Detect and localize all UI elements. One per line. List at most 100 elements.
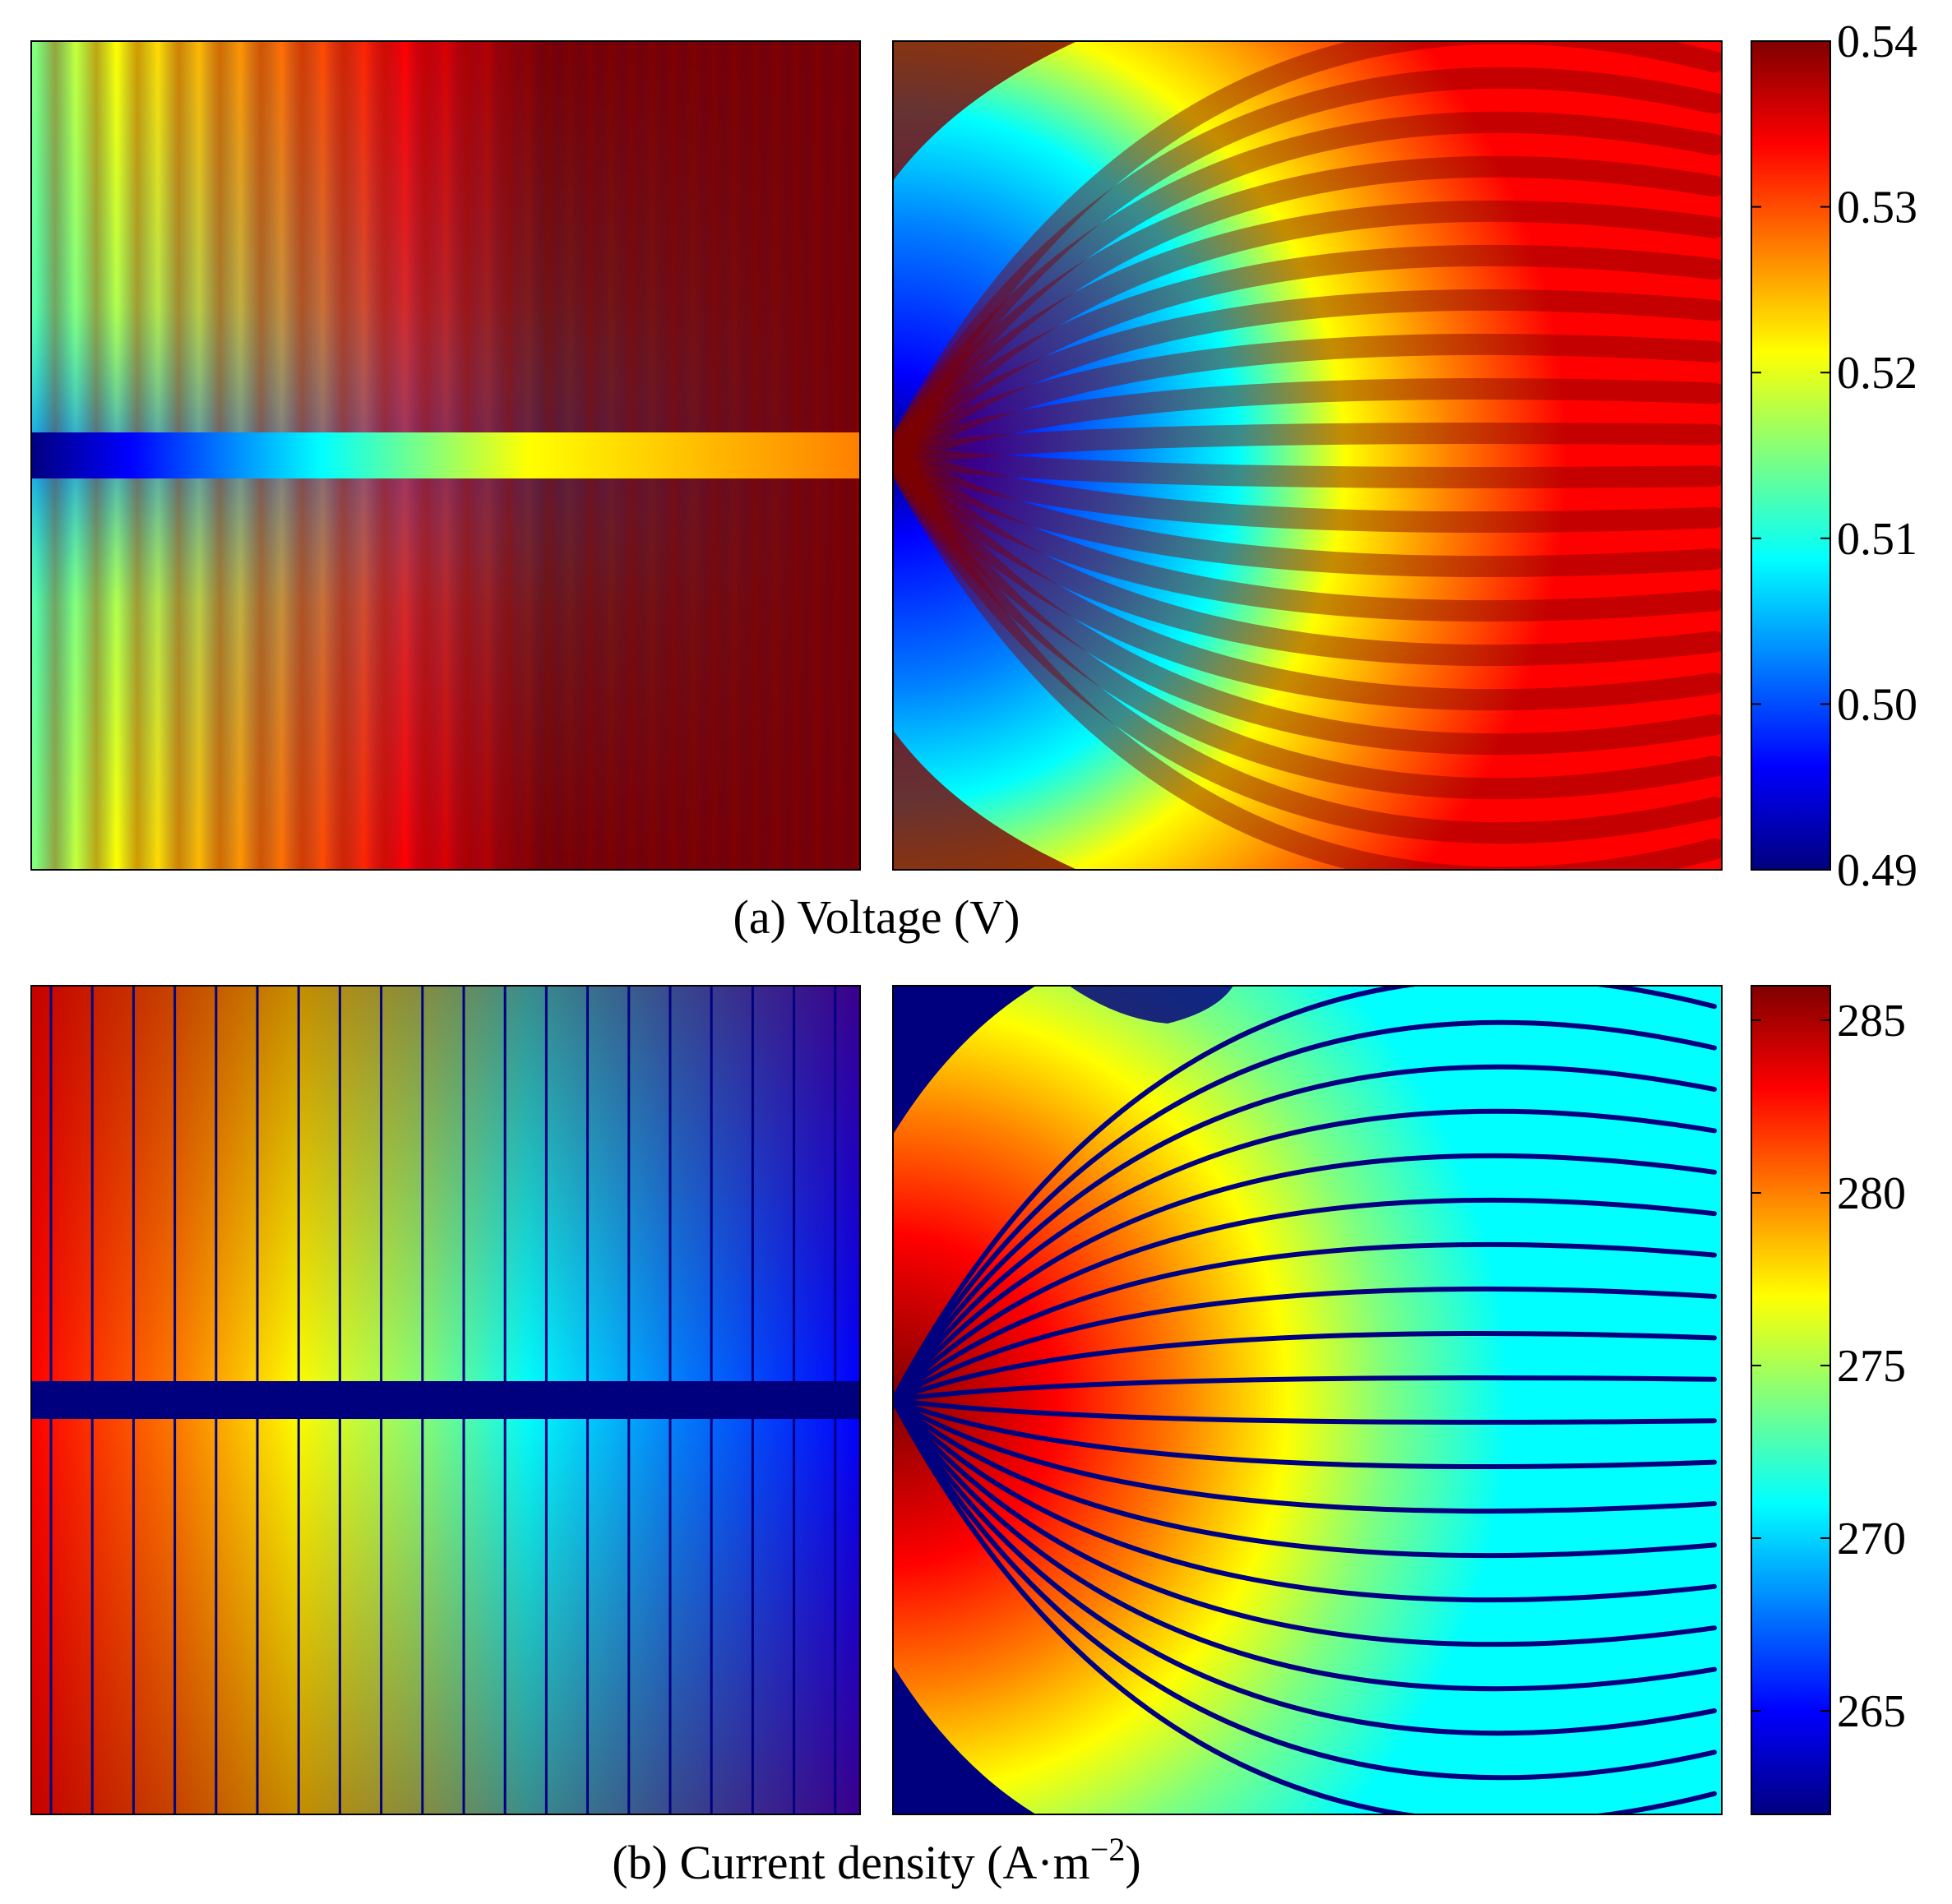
radial-finger (893, 445, 1722, 667)
radial-finger (893, 1398, 1717, 1736)
finger-stripe (35, 41, 75, 432)
finger-stripe (159, 478, 199, 870)
finger-stripe (405, 478, 446, 870)
voltage-colorbar-fill (1751, 40, 1831, 871)
colorbar-tick-label: 0.51 (1837, 514, 1917, 565)
finger-stripe (530, 478, 570, 870)
colorbar-tick-label: 275 (1837, 1341, 1906, 1392)
colorbar-tick-label: 0.54 (1837, 16, 1917, 67)
radial-finger (893, 333, 1722, 466)
radial-finger (893, 1241, 1717, 1403)
colorbar-tick-label: 270 (1837, 1513, 1906, 1564)
colorbar-tick-label: 0.49 (1837, 845, 1917, 896)
finger-stripe (282, 41, 322, 432)
radial-finger (893, 1398, 1717, 1692)
colorbar-tick-label: 265 (1837, 1686, 1906, 1737)
finger-stripe (735, 478, 775, 870)
voltage-parallel-stripes (35, 41, 858, 870)
finger-stripe (571, 478, 611, 870)
voltage-radial-map (893, 41, 1722, 870)
finger-stripe (76, 478, 117, 870)
finger-stripe (159, 41, 199, 432)
radial-finger (893, 445, 1722, 756)
finger-stripe (364, 41, 405, 432)
radial-finger (893, 445, 1722, 489)
radial-finger (893, 445, 1722, 622)
current-parallel-map (31, 986, 860, 1814)
finger-stripe (447, 41, 487, 432)
finger-stripe (241, 41, 281, 432)
current-density-panel: 265 270 275 280 285 (b) Current density (A·m… (30, 985, 1906, 1889)
current-busbar (31, 1381, 860, 1419)
finger-stripe (735, 41, 775, 432)
finger-stripe (323, 478, 363, 870)
finger-stripe (405, 41, 446, 432)
radial-finger (893, 445, 1722, 870)
finger-stripe (817, 478, 858, 870)
colorbar-tick-label: 285 (1837, 996, 1906, 1047)
finger-stripe (694, 41, 734, 432)
finger-stripe (364, 478, 405, 870)
radial-finger (893, 377, 1722, 466)
voltage-colorbar-ticks: 0.49 0.50 0.51 0.52 0.53 0.54 (1751, 16, 1917, 896)
finger-stripe (612, 41, 652, 432)
voltage-caption: (a) Voltage (V) (733, 890, 1020, 944)
radial-finger (893, 1398, 1717, 1559)
finger-stripe (241, 478, 281, 870)
radial-finger (893, 1398, 1717, 1470)
current-colorbar-fill (1751, 985, 1831, 1815)
radial-finger (893, 41, 1722, 466)
colorbar-tick-label: 0.52 (1837, 348, 1917, 399)
current-radial-fingers (893, 986, 1717, 1814)
finger-stripe (776, 41, 816, 432)
radial-finger (893, 1398, 1717, 1648)
finger-stripe (76, 41, 117, 432)
radial-finger (893, 445, 1722, 578)
radial-finger (893, 1398, 1717, 1603)
finger-stripe (282, 478, 322, 870)
finger-stripe (447, 478, 487, 870)
finger-stripe (118, 41, 158, 432)
finger-stripe (653, 478, 693, 870)
finger-stripe (488, 41, 529, 432)
finger-stripe (323, 41, 363, 432)
radial-finger (893, 1153, 1717, 1403)
voltage-panel: 0.49 0.50 0.51 0.52 0.53 0.54 (a) Voltage (V) (30, 16, 1917, 944)
finger-stripe (653, 41, 693, 432)
current-colorbar-ticks: 265 270 275 280 285 (1751, 996, 1906, 1737)
radial-finger (893, 67, 1722, 466)
finger-stripe (488, 478, 529, 870)
colorbar-tick-label: 280 (1837, 1168, 1906, 1219)
finger-stripe (571, 41, 611, 432)
current-parallel-fingers (49, 986, 837, 1814)
radial-finger (893, 445, 1722, 711)
radial-finger (893, 1286, 1717, 1403)
radial-finger (893, 422, 1722, 466)
finger-stripe (817, 41, 858, 432)
radial-finger (893, 1064, 1717, 1403)
radial-finger (893, 155, 1722, 466)
finger-stripe (530, 41, 570, 432)
radial-finger (893, 1398, 1717, 1426)
finger-stripe (694, 478, 734, 870)
finger-stripe (200, 478, 240, 870)
radial-finger (893, 289, 1722, 466)
radial-finger (893, 1398, 1717, 1781)
finger-stripe (776, 478, 816, 870)
voltage-parallel-map (31, 41, 860, 870)
radial-finger (893, 445, 1722, 800)
current-radial-map (893, 986, 1722, 1814)
finger-stripe (612, 478, 652, 870)
finger-stripe (118, 478, 158, 870)
radial-finger (893, 1108, 1717, 1403)
radial-finger (893, 1019, 1717, 1403)
radial-finger (893, 1398, 1717, 1814)
colorbar-tick-label: 0.50 (1837, 679, 1917, 730)
radial-finger (893, 244, 1722, 466)
radial-finger (893, 200, 1722, 466)
finger-stripe (35, 478, 75, 870)
current-colorbar: 265 270 275 280 285 (1751, 985, 1906, 1815)
radial-finger (893, 986, 1717, 1403)
voltage-radial-fingers (893, 41, 1722, 870)
